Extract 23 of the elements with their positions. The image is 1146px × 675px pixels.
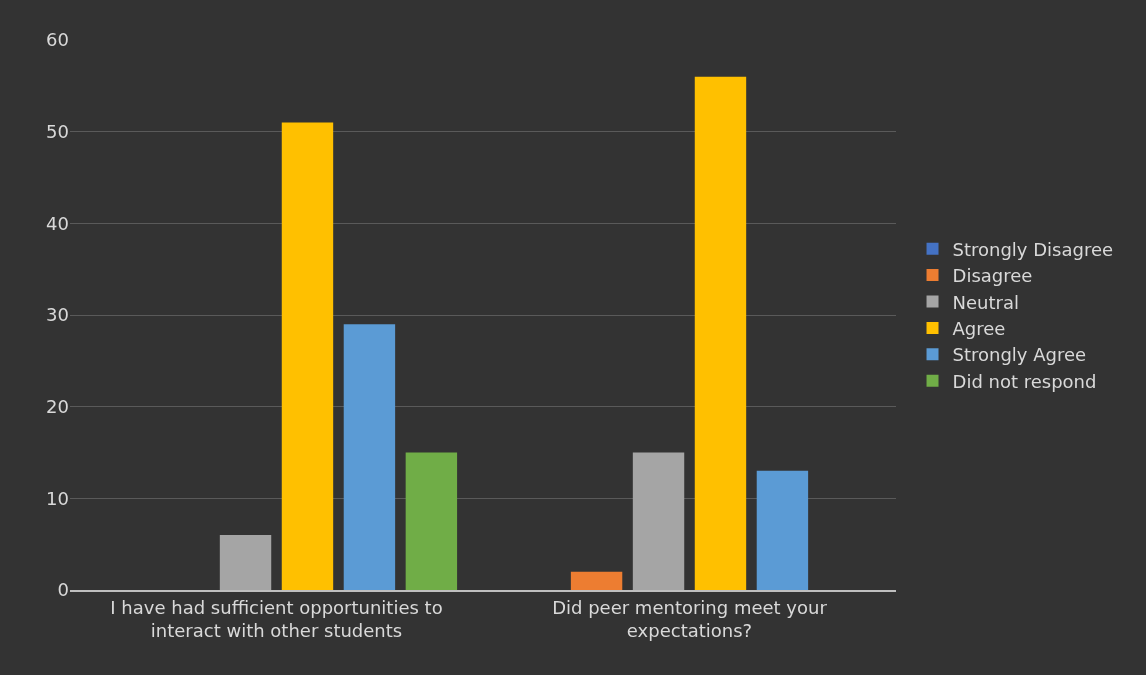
bar xyxy=(570,571,623,590)
bar xyxy=(343,324,396,590)
bar xyxy=(756,470,809,590)
y-tick-label: 40 xyxy=(46,212,69,234)
bar xyxy=(281,122,334,590)
y-tick-label: 0 xyxy=(57,579,69,601)
legend-label: Strongly Disagree xyxy=(952,238,1114,260)
y-tick-label: 10 xyxy=(46,487,69,509)
legend-label: Did not respond xyxy=(952,370,1097,392)
y-tick-label: 50 xyxy=(46,120,69,142)
y-tick-label: 20 xyxy=(46,395,69,417)
bar xyxy=(405,452,458,590)
y-tick-label: 30 xyxy=(46,304,69,326)
y-tick-label: 60 xyxy=(46,29,69,51)
legend-label: Neutral xyxy=(952,291,1019,313)
legend-label: Agree xyxy=(952,317,1006,339)
bar xyxy=(694,76,747,590)
bar xyxy=(632,452,685,590)
x-tick-label: I have had sufficient opportunities to interact with other students xyxy=(110,596,443,641)
x-tick-label: Did peer mentoring meet your expectations? xyxy=(552,596,828,641)
bar xyxy=(219,535,272,590)
legend-label: Strongly Agree xyxy=(952,344,1087,366)
legend-label: Disagree xyxy=(952,265,1033,287)
